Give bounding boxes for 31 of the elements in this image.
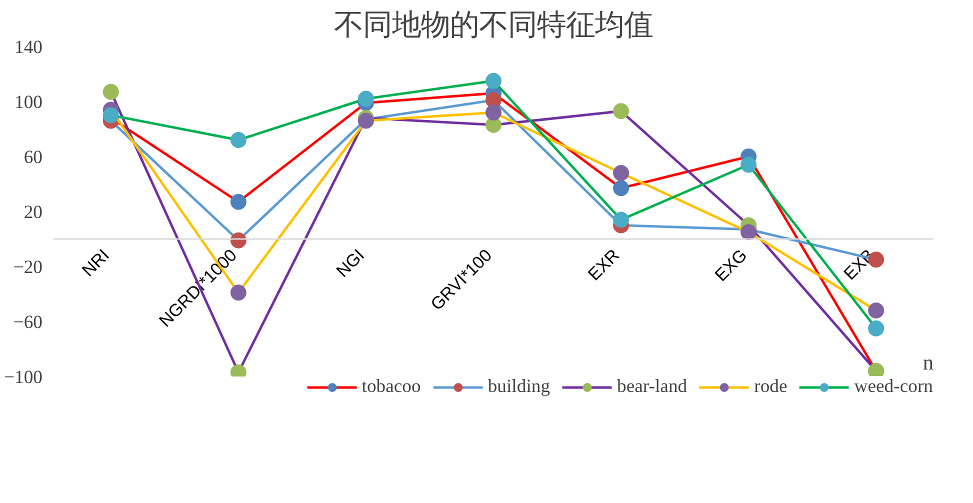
point	[868, 302, 884, 318]
point	[740, 224, 757, 240]
point	[740, 156, 757, 173]
y-tick-label: −20	[13, 257, 43, 278]
point	[230, 194, 246, 210]
annotation: n	[922, 350, 934, 374]
point	[613, 212, 630, 228]
x-tick-label: NRI	[78, 245, 114, 280]
y-tick-label: 20	[24, 202, 42, 223]
legend-label: bear-land	[617, 376, 688, 398]
point	[868, 320, 884, 336]
point	[613, 180, 630, 196]
chart-title: 不同地物的不同特征均值	[334, 8, 653, 42]
y-tick-label: −60	[13, 312, 43, 333]
legend-label: weed-corn	[854, 376, 933, 398]
point	[486, 72, 502, 89]
x-tick-label: NGI	[332, 244, 368, 281]
point	[230, 132, 246, 148]
y-tick-label: −100	[4, 367, 43, 388]
point	[102, 107, 119, 124]
point	[102, 84, 119, 100]
y-tick-label: 60	[24, 147, 42, 168]
point	[613, 165, 630, 181]
legend-label: rode	[754, 376, 788, 398]
legend-label: tobacoo	[362, 376, 421, 398]
point	[613, 103, 630, 120]
legend-label: building	[488, 376, 550, 398]
point	[486, 104, 502, 120]
point	[358, 90, 374, 107]
y-tick-label: 140	[14, 37, 42, 58]
y-tick-label: 100	[14, 92, 42, 113]
